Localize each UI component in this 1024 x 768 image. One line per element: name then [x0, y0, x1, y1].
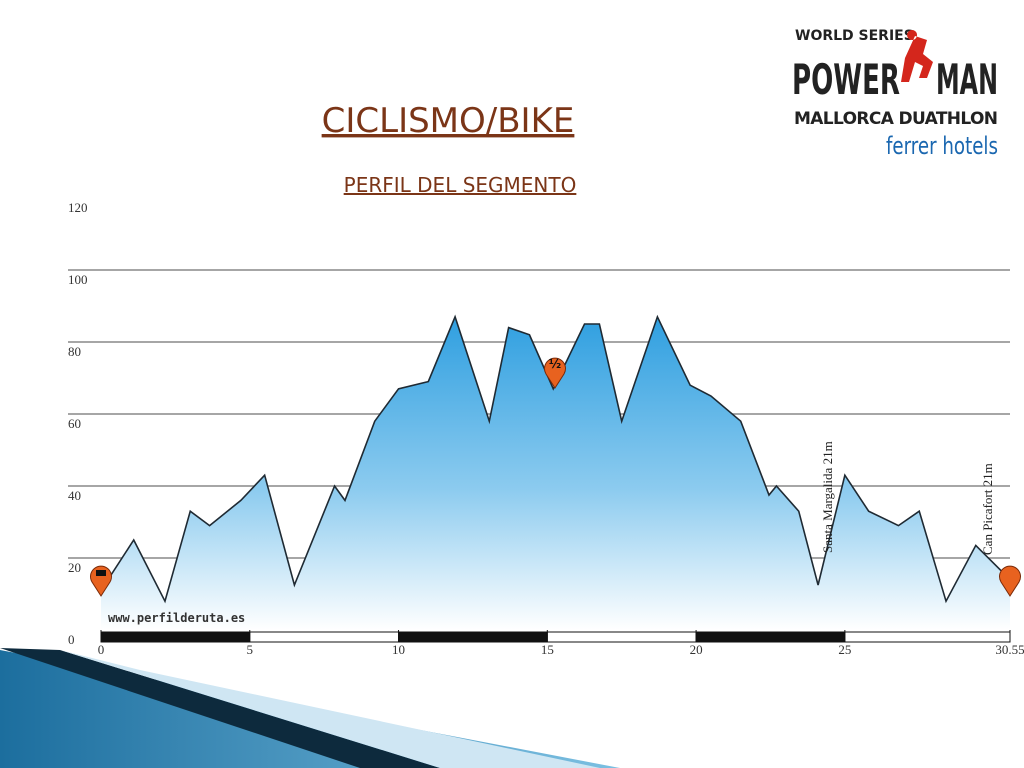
midpoint-marker [544, 357, 566, 389]
chart-subtitle: PERFIL DEL SEGMENTO [344, 173, 577, 197]
decor-stripe [0, 648, 440, 768]
distance-bar [100, 631, 251, 643]
watermark: www.perfilderuta.es [108, 611, 245, 625]
area-fill [101, 316, 1010, 630]
x-tick-label: 5 [247, 642, 254, 657]
distance-bar [695, 631, 846, 643]
start-marker [90, 565, 112, 597]
y-tick-label: 20 [68, 560, 81, 575]
logo-word: MAN [936, 55, 998, 104]
logo-series: WORLD SERIES [795, 28, 914, 44]
plot: 0 20 40 60 80 100 120 0 5 10 15 20 25 30.55 www.perfil… [68, 200, 1024, 657]
x-tick-label: 0 [98, 642, 105, 657]
logo-sponsor: ferrer hotels [886, 132, 998, 160]
y-tick-label: 0 [68, 632, 75, 647]
chart-title: CICLISMO/BIKE [322, 101, 575, 141]
y-tick-label: 100 [68, 272, 88, 287]
place-annotation: Can Picafort 21m [980, 463, 995, 555]
y-tick-label: 40 [68, 488, 81, 503]
logo: WORLD SERIES POWER MAN MALLORCA DUATHLON… [792, 28, 998, 160]
logo-event: MALLORCA DUATHLON [794, 109, 998, 129]
midpoint-label: ½ [549, 357, 561, 371]
profile-line [100, 314, 1011, 604]
x-tick-label: 25 [838, 642, 851, 657]
start-icon [96, 570, 106, 576]
x-tick-label: 15 [541, 642, 554, 657]
logo-figure [901, 30, 933, 82]
x-tick-label: 10 [392, 642, 405, 657]
distance-bar [249, 631, 400, 643]
y-tick-label: 80 [68, 344, 81, 359]
x-tick-label: 30.55 [995, 642, 1024, 657]
distance-bar [546, 631, 697, 643]
y-tick-label: 120 [68, 200, 88, 215]
distance-bar [398, 631, 548, 643]
distance-bar [844, 631, 1011, 643]
x-tick-label: 20 [690, 642, 703, 657]
place-annotation: Santa Margalida 21m [820, 441, 835, 553]
y-tick-label: 60 [68, 416, 81, 431]
logo-word: POWER [792, 55, 900, 104]
end-marker [999, 565, 1021, 597]
